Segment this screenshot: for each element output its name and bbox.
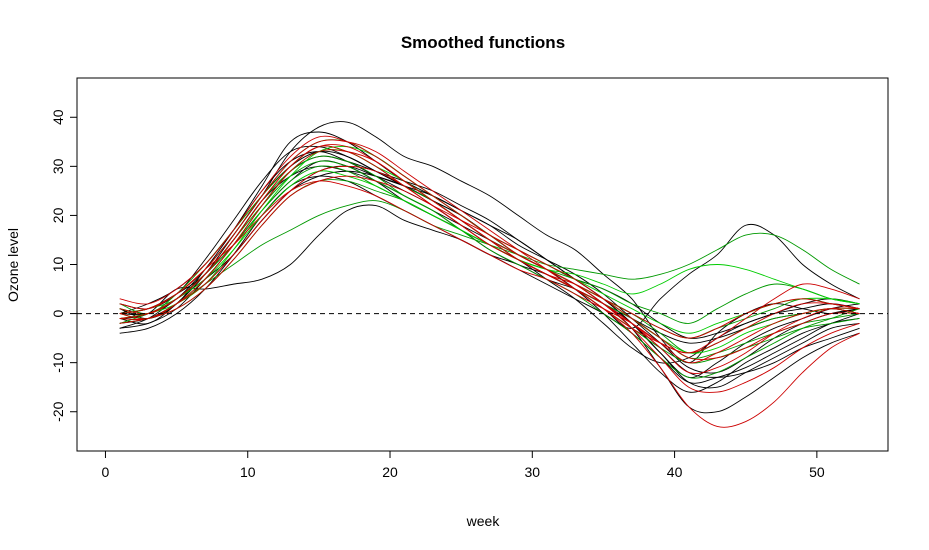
series-line-15 [119, 139, 860, 354]
x-tick-label: 50 [809, 464, 825, 480]
series-line-3 [119, 160, 860, 389]
x-tick-label: 30 [525, 464, 541, 480]
y-tick-label: 40 [50, 109, 66, 125]
y-tick-label: -20 [50, 401, 66, 421]
series-line-24 [119, 145, 860, 374]
series-line-13 [119, 145, 860, 339]
series-line-27 [119, 144, 860, 354]
y-tick-label: -10 [50, 352, 66, 372]
chart-title: Smoothed functions [401, 33, 565, 52]
series-line-25 [119, 139, 860, 428]
y-tick-label: 10 [50, 257, 66, 273]
series-line-29 [119, 180, 860, 364]
y-tick-label: 20 [50, 207, 66, 223]
series-line-28 [119, 165, 860, 339]
plot-frame [76, 77, 889, 452]
x-tick-label: 20 [382, 464, 398, 480]
x-tick-label: 40 [667, 464, 683, 480]
series-line-30 [119, 135, 860, 361]
series-line-19 [119, 155, 860, 379]
series-line-10 [119, 131, 860, 378]
x-axis-label: week [466, 513, 501, 529]
y-tick-label: 30 [50, 158, 66, 174]
series-line-16 [119, 200, 860, 321]
y-axis: -20 -10 0 10 20 30 40 [50, 109, 78, 422]
series-line-8 [119, 165, 860, 414]
series-line-5 [119, 175, 860, 384]
series-line-26 [119, 175, 860, 354]
x-tick-label: 10 [240, 464, 256, 480]
x-axis: 0 10 20 30 40 50 [102, 450, 825, 480]
y-tick-label: 0 [50, 309, 66, 317]
series-line-18 [119, 179, 860, 364]
y-axis-label: Ozone level [5, 228, 21, 302]
series-layer [119, 121, 860, 428]
series-line-14 [119, 160, 860, 324]
x-tick-label: 0 [102, 464, 110, 480]
